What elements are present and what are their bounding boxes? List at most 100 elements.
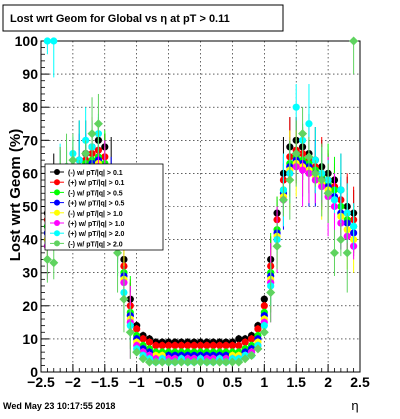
- legend-entry: (-) w/ pT/|q| > 0.1: [50, 169, 123, 177]
- legend-box: [44, 163, 164, 251]
- y-tick-label: 70: [22, 132, 38, 148]
- y-tick-label: 40: [22, 232, 38, 248]
- data-point: [144, 357, 154, 367]
- y-tick-label: 30: [22, 265, 38, 281]
- legend-marker: [54, 179, 60, 186]
- data-point: [247, 335, 256, 343]
- y-tick-label: 0: [30, 364, 38, 380]
- legend-label: (-) w/ pT/|q| > 2.0: [68, 241, 123, 248]
- data-point: [49, 258, 59, 268]
- data-point: [43, 37, 51, 45]
- data-point: [342, 248, 352, 258]
- data-point: [228, 341, 236, 350]
- data-point: [152, 341, 160, 350]
- data-point: [176, 357, 186, 367]
- data-point: [298, 129, 308, 139]
- y-tick-label: 10: [22, 331, 38, 347]
- data-point: [349, 36, 359, 46]
- data-point: [170, 357, 180, 367]
- legend-marker: [54, 220, 60, 226]
- data-point: [247, 350, 257, 360]
- legend-marker: [54, 169, 60, 175]
- data-point: [157, 357, 167, 367]
- data-point: [260, 302, 268, 310]
- legend-entry: (+) w/ pT/|q| > 0.5: [50, 199, 125, 208]
- data-point: [145, 338, 154, 346]
- data-point: [196, 341, 205, 350]
- data-point: [195, 357, 206, 367]
- x-tick-label: −2: [65, 374, 81, 390]
- legend-label: (+) w/ pT/|q| > 0.5: [68, 201, 125, 208]
- data-point: [133, 325, 141, 333]
- data-point: [87, 129, 97, 139]
- legend-marker: [54, 189, 60, 196]
- data-point: [310, 168, 320, 178]
- y-tick-label: 100: [15, 33, 39, 49]
- data-point: [215, 357, 225, 367]
- data-point: [254, 325, 262, 333]
- chart-title: Lost wrt Geom for Global vs η at pT > 0.…: [10, 13, 230, 25]
- data-point: [93, 119, 103, 129]
- data-point: [241, 338, 249, 346]
- data-point: [202, 357, 212, 367]
- y-tick-label: 20: [22, 298, 38, 314]
- data-point: [189, 357, 199, 367]
- y-tick-label: 60: [22, 165, 38, 181]
- data-point: [240, 354, 250, 364]
- x-tick-label: 2.5: [350, 374, 370, 390]
- data-point: [260, 295, 268, 303]
- legend-label: (+) w/ pT/|q| > 1.0: [68, 221, 125, 228]
- legend: (-) w/ pT/|q| > 0.1 (+) w/ pT/|q| > 0.1 (-…: [50, 169, 125, 248]
- legend-entry: (-) w/ pT/|q| > 0.5: [50, 189, 123, 197]
- data-point: [132, 347, 142, 357]
- x-tick-label: −1: [129, 374, 145, 390]
- data-point: [183, 357, 193, 367]
- data-point: [336, 235, 346, 245]
- legend-entry: (+) w/ pT/|q| > 2.0: [50, 230, 125, 238]
- x-tick-label: −1.5: [91, 374, 119, 390]
- x-tick-label: 1.5: [286, 374, 306, 390]
- legend-entry: (-) w/ pT/|q| > 1.0: [50, 209, 123, 218]
- y-tick-label: 90: [22, 66, 38, 82]
- data-point: [208, 357, 218, 367]
- data-point: [139, 335, 147, 343]
- data-point: [190, 341, 198, 350]
- legend-entry: (+) w/ pT/|q| > 1.0: [50, 220, 125, 228]
- x-ticks: −2.5 −2 −1.5 −1 −0.5 0 0.5 1 1.5 2 2.5: [27, 364, 370, 390]
- data-point: [81, 149, 91, 159]
- data-point: [235, 341, 243, 350]
- data-point: [42, 254, 52, 264]
- legend-label: (+) w/ pT/|q| > 2.0: [68, 231, 125, 238]
- y-tick-label: 80: [22, 99, 38, 115]
- data-point: [227, 357, 237, 367]
- data-point: [165, 341, 173, 350]
- data-point: [164, 357, 174, 367]
- data-point: [171, 341, 179, 350]
- data-point: [234, 357, 244, 367]
- legend-marker: [54, 209, 60, 216]
- data-point: [235, 335, 243, 343]
- data-point: [50, 37, 58, 45]
- data-point: [305, 120, 313, 128]
- timestamp: Wed May 23 10:17:55 2018: [3, 401, 115, 411]
- data-point: [82, 136, 90, 144]
- data-point: [177, 341, 185, 350]
- x-tick-label: 2: [324, 374, 332, 390]
- legend-marker: [54, 230, 60, 237]
- legend-label: (-) w/ pT/|q| > 0.5: [68, 190, 123, 197]
- y-tick-label: 50: [22, 199, 38, 215]
- data-point: [151, 357, 161, 367]
- data-point: [216, 341, 224, 350]
- data-point: [68, 155, 78, 165]
- data-point: [330, 196, 339, 204]
- data-point: [203, 341, 211, 350]
- legend-marker: [54, 240, 60, 247]
- x-tick-label: −0.5: [155, 374, 183, 390]
- data-point: [304, 152, 314, 162]
- legend-entry: (+) w/ pT/|q| > 0.1: [50, 179, 125, 187]
- legend-label: (-) w/ pT/|q| > 0.1: [68, 170, 123, 177]
- data-point: [158, 341, 166, 350]
- data-point: [221, 357, 231, 367]
